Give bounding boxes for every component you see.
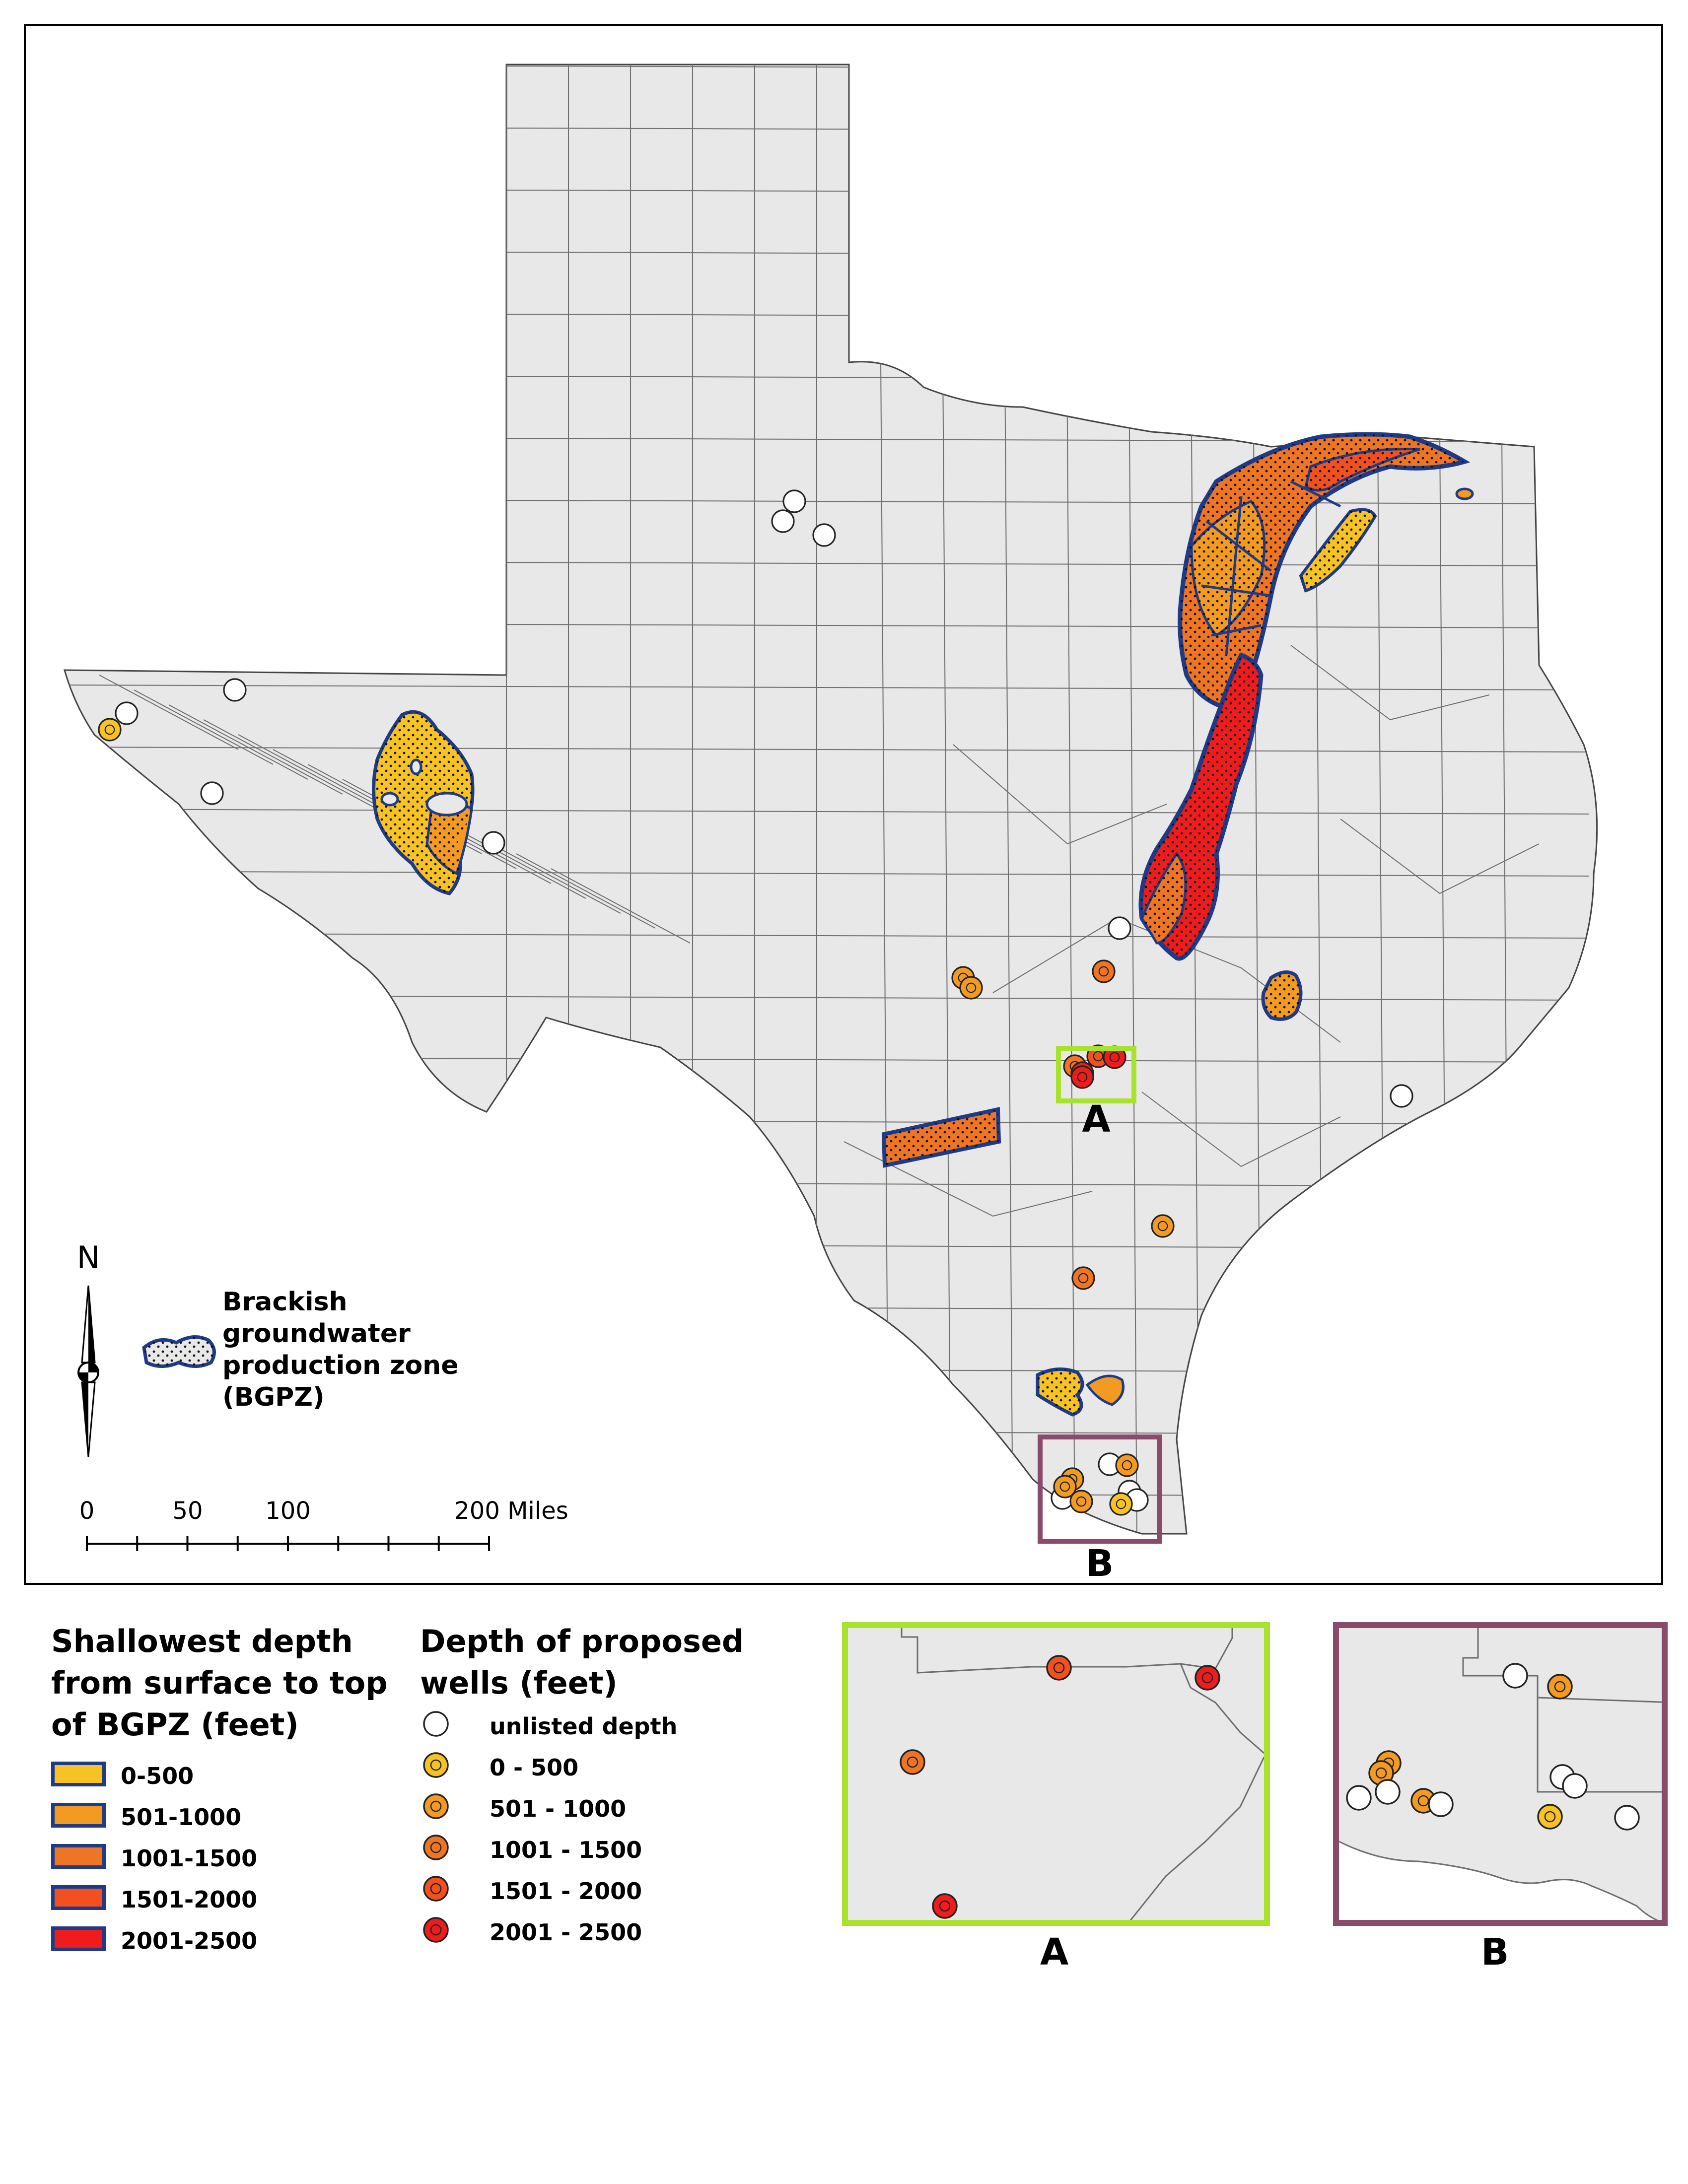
map-well	[1053, 1475, 1077, 1499]
bgpz-depth-legend: Shallowest depth from surface to top of …	[51, 1621, 409, 1961]
map-well	[812, 523, 836, 547]
north-arrow: N	[77, 1239, 100, 1457]
wells-legend-label: 1501 - 2000	[490, 1878, 642, 1905]
map-well	[482, 831, 505, 855]
inset-b-well	[1502, 1663, 1528, 1689]
wells-depth-legend-title: Depth of proposed wells (feet)	[420, 1623, 744, 1701]
scale-label: 100	[265, 1497, 311, 1525]
bgpz-zones	[372, 432, 1474, 1417]
legend-well-symbol	[423, 1752, 449, 1778]
wells-legend-item: 1501 - 2000	[420, 1870, 758, 1911]
bgpz-legend-swatch	[51, 1926, 106, 1951]
wells-legend-item: 2001 - 2500	[420, 1911, 758, 1952]
map-well	[782, 489, 806, 513]
map-well	[200, 781, 224, 805]
wells-legend-symbol	[423, 1711, 449, 1737]
wells-legend-label: 501 - 1000	[490, 1795, 627, 1822]
bgpz-legend-label: 0-500	[121, 1763, 194, 1789]
zone-legend: Brackish groundwater production zone (BGPZ)	[142, 1287, 458, 1412]
callout-label-a: A	[1082, 1098, 1110, 1141]
wells-layer	[98, 489, 1413, 1516]
north-label: N	[77, 1239, 100, 1276]
wells-legend-symbol	[423, 1917, 449, 1943]
bgpz-legend-label: 501-1000	[121, 1804, 242, 1831]
wells-legend-item: 1001 - 1500	[420, 1829, 758, 1870]
wells-legend-symbol	[423, 1752, 449, 1778]
inset-a-map	[900, 1628, 1264, 1920]
scale-label: 0	[79, 1497, 95, 1525]
bgpz-legend-item: 1001-1500	[51, 1837, 409, 1878]
bgpz-legend-item: 0-500	[51, 1755, 409, 1796]
wells-legend-symbol	[423, 1793, 449, 1819]
bgpz-legend-swatch	[51, 1803, 106, 1828]
bgpz-legend-swatch	[51, 1762, 106, 1786]
inset-a-well	[900, 1749, 925, 1775]
map-well	[1151, 1214, 1175, 1238]
inset-a-well	[932, 1893, 958, 1919]
texas-map: A B N Brackish groundwater production zone…	[64, 64, 1598, 1585]
scale-label: 50	[172, 1497, 203, 1525]
map-well	[1071, 1266, 1095, 1290]
map-well	[1115, 1453, 1139, 1477]
map-well	[1103, 1045, 1126, 1069]
inset-map-b	[1333, 1622, 1668, 1926]
bgpz-legend-label: 1001-1500	[121, 1845, 258, 1872]
inset-b-label: B	[1481, 1931, 1509, 1974]
inset-map-a	[842, 1622, 1270, 1926]
scale-label: 200 Miles	[454, 1497, 568, 1525]
inset-b-well	[1547, 1674, 1573, 1700]
inset-b-well	[1537, 1804, 1563, 1830]
wells-legend-label: unlisted depth	[490, 1713, 678, 1740]
callout-box-b	[1038, 1434, 1162, 1544]
callout-label-b: B	[1086, 1542, 1114, 1585]
callout-box-a	[1056, 1046, 1136, 1103]
inset-b-well	[1614, 1805, 1640, 1831]
legend-well-symbol	[423, 1711, 449, 1737]
bgpz-legend-item: 501-1000	[51, 1796, 409, 1837]
inset-a-well	[1195, 1665, 1220, 1691]
wells-legend-label: 2001 - 2500	[490, 1919, 642, 1946]
inset-b-map	[1339, 1628, 1662, 1920]
inset-a-label: A	[1040, 1931, 1069, 1974]
legend-well-symbol	[423, 1835, 449, 1860]
map-well	[959, 976, 983, 1000]
bgpz-depth-legend-rows: 0-500 501-1000 1001-1500 1501-2000 2001-2500	[51, 1755, 409, 1961]
map-well	[1069, 1490, 1093, 1513]
zone-legend-label: Brackish groundwater production zone (BGPZ)	[222, 1287, 458, 1412]
map-well	[1109, 1492, 1133, 1516]
map-well	[771, 509, 795, 533]
legend-well-symbol	[423, 1876, 449, 1902]
inset-a-well	[1046, 1655, 1072, 1681]
inset-b-well	[1375, 1779, 1401, 1805]
map-well	[98, 718, 122, 742]
inset-b-well	[1562, 1773, 1588, 1799]
legend-well-symbol	[423, 1793, 449, 1819]
wells-depth-legend-rows: unlisted depth 0 - 500 501 - 1000 1001 - 15…	[420, 1705, 758, 1952]
map-well	[1108, 916, 1131, 940]
wells-legend-item: 0 - 500	[420, 1746, 758, 1787]
bgpz-legend-swatch	[51, 1844, 106, 1869]
wells-legend-symbol	[423, 1835, 449, 1860]
wells-legend-label: 0 - 500	[490, 1754, 579, 1781]
bgpz-legend-label: 2001-2500	[121, 1927, 258, 1954]
map-well	[1390, 1084, 1413, 1108]
wells-legend-symbol	[423, 1876, 449, 1902]
wells-legend-label: 1001 - 1500	[490, 1837, 642, 1863]
wells-legend-item: unlisted depth	[420, 1705, 758, 1746]
bgpz-legend-item: 2001-2500	[51, 1919, 409, 1961]
map-well	[223, 678, 247, 702]
inset-b-well	[1346, 1785, 1372, 1811]
wells-legend-item: 501 - 1000	[420, 1787, 758, 1829]
map-well	[1070, 1065, 1094, 1089]
scale-bar: 0 50 100 200 Miles	[79, 1497, 568, 1551]
legend-well-symbol	[423, 1917, 449, 1943]
bgpz-legend-label: 1501-2000	[121, 1886, 258, 1913]
bgpz-legend-item: 1501-2000	[51, 1878, 409, 1919]
wells-depth-legend: Depth of proposed wells (feet) unlisted …	[420, 1621, 758, 1952]
bgpz-legend-swatch	[51, 1885, 106, 1910]
inset-b-well	[1428, 1791, 1454, 1817]
bgpz-depth-legend-title: Shallowest depth from surface to top of …	[51, 1623, 388, 1743]
map-well	[1092, 959, 1116, 983]
map-well	[115, 701, 139, 725]
